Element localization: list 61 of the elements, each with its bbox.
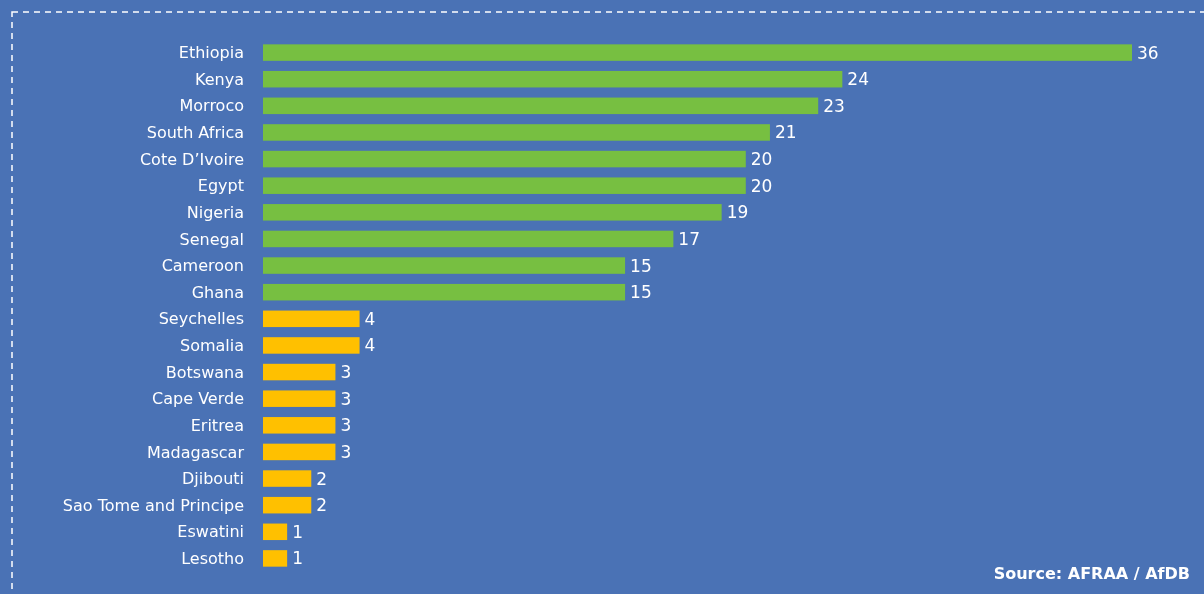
bar — [263, 177, 746, 194]
bar — [263, 523, 288, 541]
y-tick-label: Somalia — [179, 336, 244, 356]
bar — [263, 550, 288, 567]
y-tick-label: South Africa — [146, 123, 244, 143]
y-tick-label: Egypt — [197, 176, 244, 196]
bar — [263, 97, 819, 115]
bar — [263, 124, 770, 141]
y-tick-label: Djibouti — [181, 469, 244, 489]
data-label: 24 — [847, 69, 869, 90]
bar — [263, 230, 674, 248]
y-tick-label: Ghana — [191, 282, 244, 302]
data-label: 2 — [316, 495, 328, 516]
data-label: 23 — [823, 95, 845, 116]
y-tick-label: Madagascar — [146, 442, 245, 462]
bar — [263, 496, 312, 514]
data-label: 36 — [1137, 42, 1159, 63]
bar — [263, 44, 1132, 61]
y-tick-label: Cape Verde — [152, 389, 244, 409]
data-label: 1 — [292, 521, 303, 542]
y-tick-label: Kenya — [195, 69, 244, 89]
y-tick-label: Sao Tome and Principe — [62, 495, 244, 515]
y-tick-label: Morroco — [179, 96, 244, 116]
annotation: Source: AFRAA / AfDB — [993, 564, 1190, 583]
bar — [263, 390, 336, 407]
data-label: 20 — [750, 175, 773, 196]
data-label: 2 — [316, 468, 328, 489]
data-label: 4 — [364, 335, 376, 356]
bar — [263, 150, 746, 168]
y-tick-label: Eswatini — [177, 522, 244, 542]
data-label: 3 — [340, 388, 352, 409]
y-tick-label: Cameroon — [161, 256, 244, 276]
bar — [263, 257, 626, 274]
bar — [263, 204, 722, 221]
bar — [263, 337, 360, 354]
bar — [263, 417, 336, 434]
data-label: 3 — [340, 362, 352, 383]
data-label: 1 — [292, 548, 303, 569]
bar — [263, 283, 626, 301]
data-label: 3 — [340, 415, 352, 436]
y-tick-label: Ethiopia — [178, 43, 244, 63]
y-tick-label: Nigeria — [186, 202, 244, 222]
y-tick-label: Cote D’Ivoire — [139, 149, 244, 169]
data-label: 17 — [678, 228, 700, 249]
data-label: 20 — [750, 149, 773, 170]
y-tick-label: Botswana — [165, 362, 244, 382]
data-label: 15 — [630, 255, 652, 276]
data-label: 3 — [340, 441, 352, 462]
data-label: 15 — [630, 282, 652, 303]
y-tick-label: Lesotho — [181, 549, 244, 569]
y-tick-label: Eritrea — [190, 415, 244, 435]
bar — [263, 363, 336, 381]
data-label: 21 — [774, 122, 797, 143]
y-tick-label: Seychelles — [158, 309, 244, 329]
data-label: 4 — [364, 308, 376, 329]
bar — [263, 70, 843, 88]
bar — [263, 470, 312, 487]
bar — [263, 443, 336, 461]
bar — [263, 310, 360, 328]
y-tick-label: Senegal — [179, 229, 244, 249]
data-label: 19 — [726, 202, 749, 223]
